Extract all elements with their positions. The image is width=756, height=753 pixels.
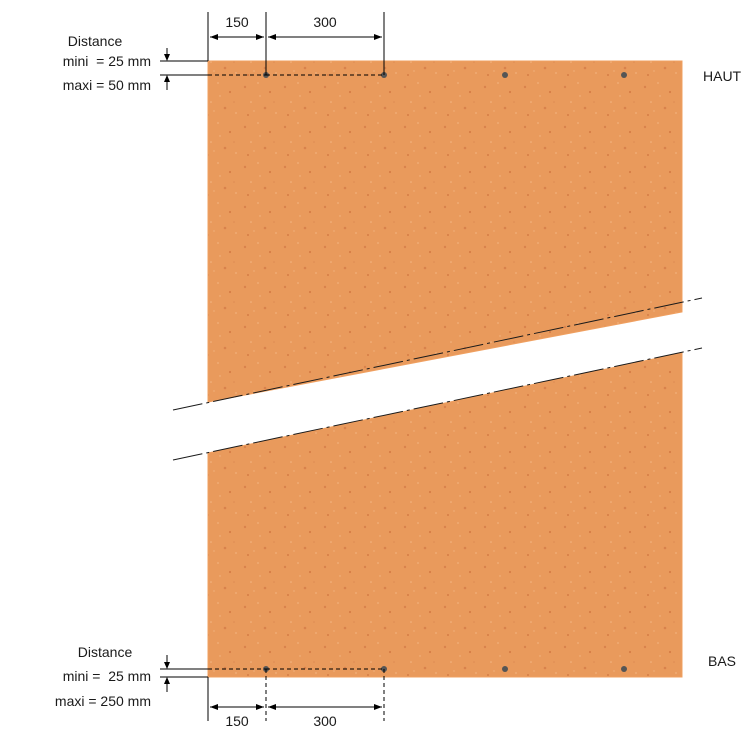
- fastener: [621, 666, 627, 672]
- top-distance-mini: mini = 25 mm: [63, 53, 151, 69]
- fastener: [621, 72, 627, 78]
- break-line-upper: [172, 297, 703, 411]
- panel-upper: [207, 60, 683, 403]
- break-line-lower: [172, 347, 703, 461]
- label-bas: BAS: [708, 653, 736, 669]
- bottom-spacing-150: 150: [225, 713, 249, 729]
- bottom-distance-title: Distance: [78, 644, 133, 660]
- top-dimension-lines: [160, 12, 385, 90]
- top-spacing-300: 300: [313, 14, 337, 30]
- top-distance-maxi: maxi = 50 mm: [63, 77, 151, 93]
- bottom-distance-mini: mini = 25 mm: [63, 668, 151, 684]
- top-distance-title: Distance: [68, 33, 123, 49]
- label-haut: HAUT: [703, 68, 742, 84]
- fastener: [502, 72, 508, 78]
- bottom-spacing-300: 300: [313, 713, 337, 729]
- fastener: [502, 666, 508, 672]
- panel-lower: [207, 352, 683, 678]
- top-spacing-150: 150: [225, 14, 249, 30]
- bottom-distance-maxi: maxi = 250 mm: [55, 693, 151, 709]
- bottom-dimension-lines: [160, 655, 385, 721]
